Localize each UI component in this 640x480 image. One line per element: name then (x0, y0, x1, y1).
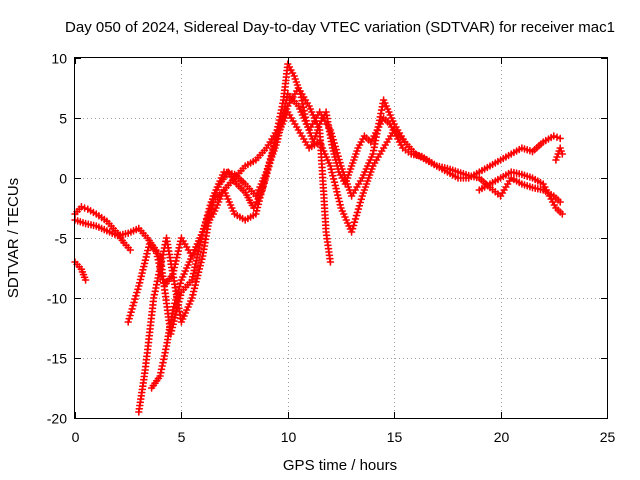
series-track-f (147, 84, 335, 392)
x-tick-label: 15 (387, 429, 403, 445)
x-tick-label: 25 (600, 429, 616, 445)
y-tick-label: -5 (55, 231, 68, 247)
x-tick-label: 5 (178, 429, 186, 445)
series-track-e (135, 90, 409, 416)
y-tick-label: -15 (47, 351, 67, 367)
x-tick-label: 10 (281, 429, 297, 445)
y-axis-label: SDTVAR / TECUs (5, 178, 22, 298)
y-tick-label: 0 (59, 171, 67, 187)
y-tick-label: -20 (47, 411, 67, 427)
tick-layer: 0 5 10 15 20 25 -20 -15 -10 -5 0 5 10 (47, 51, 616, 446)
y-tick-label: -10 (47, 291, 67, 307)
series-track-g (475, 168, 567, 218)
data-layer (71, 60, 567, 416)
grid-layer (75, 58, 607, 418)
x-axis-label: GPS time / hours (283, 457, 397, 474)
y-tick-label: 5 (59, 111, 67, 127)
chart-title: Day 050 of 2024, Sidereal Day-to-day VTE… (65, 19, 615, 36)
y-tick-label: 10 (51, 51, 67, 67)
x-tick-label: 0 (72, 429, 80, 445)
series-track-h (552, 144, 567, 164)
x-tick-label: 20 (494, 429, 510, 445)
plot-frame (74, 57, 608, 419)
